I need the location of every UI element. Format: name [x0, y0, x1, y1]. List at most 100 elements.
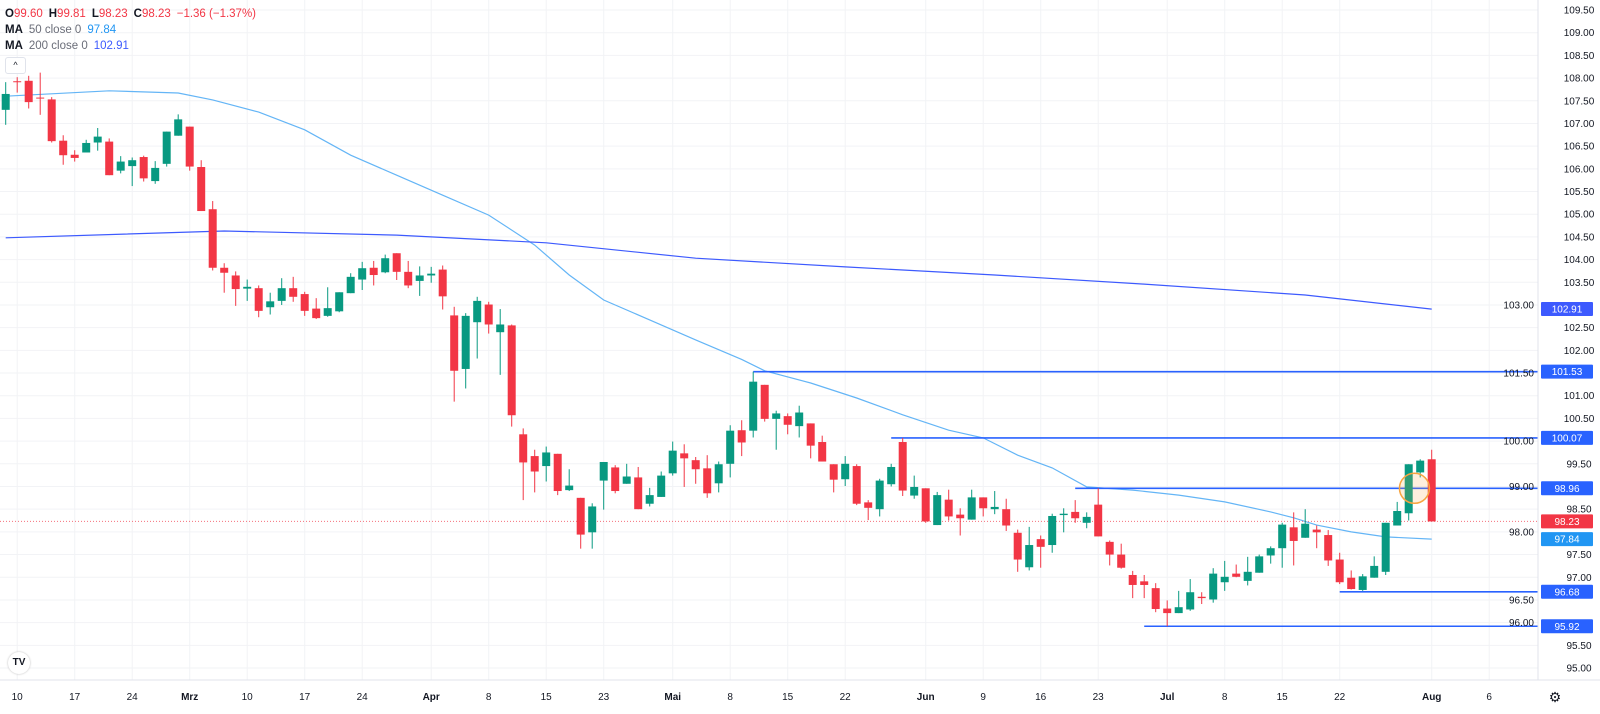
candle	[634, 466, 643, 510]
candle	[139, 155, 148, 182]
candle-body	[979, 497, 988, 509]
candle-body	[1048, 515, 1057, 546]
candle	[105, 138, 114, 176]
gear-icon[interactable]: ⚙	[1548, 689, 1562, 705]
candle	[1036, 535, 1045, 568]
time-tick-label: 22	[840, 692, 852, 703]
candle-body	[427, 273, 436, 276]
time-tick-label: 6	[1486, 692, 1492, 703]
candle-body	[1427, 459, 1436, 522]
plot-area	[0, 72, 1538, 628]
candle	[208, 201, 217, 271]
candle-body	[553, 453, 562, 492]
time-tick-label: 9	[980, 692, 986, 703]
candle-body	[1381, 522, 1390, 572]
candle	[829, 464, 838, 493]
candle-body	[473, 300, 482, 323]
candle-body	[82, 142, 91, 153]
candle-body	[933, 495, 942, 526]
candle	[1105, 540, 1114, 566]
candle	[346, 273, 355, 294]
ma200-legend[interactable]: MA 200 close 0 102.91	[5, 38, 256, 54]
candle-body	[565, 485, 574, 491]
price-axis: 95.00 95.50 96.00 96.50 97.00 97.50 98.00 98.50…	[1503, 0, 1595, 680]
price-tick-label: 103.00	[1503, 300, 1534, 311]
candle	[887, 463, 896, 487]
collapse-legend-button[interactable]: ^	[5, 57, 26, 74]
time-tick-label: 10	[242, 692, 254, 703]
candle	[1117, 543, 1126, 569]
candle-body	[1266, 548, 1275, 556]
candle	[576, 497, 585, 549]
candle	[415, 266, 424, 296]
candle-body	[1174, 607, 1183, 614]
candle	[1347, 570, 1356, 590]
price-tick-label: 108.00	[1564, 74, 1595, 85]
level-price-badge-text: 98.96	[1554, 484, 1579, 495]
candle-body	[151, 167, 160, 182]
price-tick-label: 103.50	[1564, 278, 1595, 289]
candle	[266, 292, 275, 315]
candle-body	[956, 514, 965, 519]
candle-body	[1347, 577, 1356, 590]
price-tick-label: 109.50	[1564, 6, 1595, 17]
candle	[323, 287, 332, 317]
candle-body	[657, 475, 666, 497]
candle-body	[47, 99, 56, 142]
candle-body	[1324, 535, 1333, 561]
change-value: −1.36 (−1.37%)	[176, 8, 257, 20]
time-tick-label: 23	[598, 692, 610, 703]
candle-body	[105, 141, 114, 176]
tradingview-logo[interactable]: TV	[8, 652, 30, 674]
candle	[519, 428, 528, 501]
candle-body	[783, 416, 792, 425]
candle-body	[680, 453, 689, 459]
time-tick-label: 23	[1093, 692, 1105, 703]
ma50-price-badge-bg	[1541, 532, 1593, 547]
candle	[484, 301, 493, 334]
open-label: O	[5, 8, 14, 20]
candle	[128, 157, 137, 187]
candle-body	[967, 497, 976, 520]
candle	[1324, 530, 1333, 566]
candle-body	[139, 157, 148, 179]
candle-body	[220, 267, 229, 273]
candle-body	[1393, 510, 1402, 526]
candle	[1266, 546, 1275, 564]
price-tick-label: 95.00	[1566, 664, 1591, 675]
price-tick-label: 97.50	[1566, 550, 1591, 561]
candle	[220, 263, 229, 293]
ma50-line	[5, 90, 1432, 540]
close-value: 98.23	[141, 8, 171, 20]
time-tick-label: 8	[727, 692, 733, 703]
candle	[369, 260, 378, 286]
candle-body	[197, 167, 206, 212]
candle-body	[542, 452, 551, 467]
candle-body	[438, 269, 447, 297]
candle	[1301, 509, 1310, 538]
open-value: 99.60	[13, 8, 43, 20]
candle-body	[507, 325, 516, 416]
candle	[553, 453, 562, 496]
candle-body	[1151, 588, 1160, 610]
ma200-price-badge-text: 102.91	[1552, 305, 1583, 316]
candle-body	[1163, 608, 1172, 614]
candle	[392, 253, 401, 281]
ohlc-legend: O99.60 H99.81 L98.23 C98.23 −1.36 (−1.37…	[5, 6, 256, 22]
candle	[13, 77, 22, 93]
candle-body	[1404, 464, 1413, 514]
candles	[1, 72, 1436, 627]
candle-body	[668, 450, 677, 474]
candle-body	[335, 292, 344, 312]
candle	[404, 260, 413, 289]
time-tick-label: 17	[69, 692, 81, 703]
ma50-legend[interactable]: MA 50 close 0 97.84	[5, 22, 256, 38]
candle	[1243, 556, 1252, 586]
candle-body	[24, 80, 33, 103]
time-tick-label: 10	[12, 692, 24, 703]
candle-body	[254, 288, 263, 311]
candle-body	[266, 301, 275, 308]
candle-body	[634, 477, 643, 510]
ma50-value: 97.84	[87, 24, 117, 36]
